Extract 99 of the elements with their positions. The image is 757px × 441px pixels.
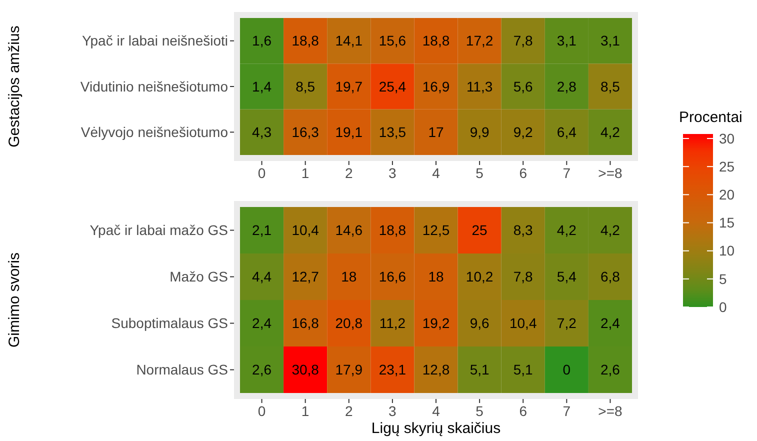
- x-tick-label: 2: [344, 403, 353, 419]
- data-label: 23,1: [378, 362, 406, 378]
- data-label: 4,2: [600, 222, 620, 238]
- data-label: 14,6: [335, 222, 363, 238]
- data-label: 7,8: [513, 32, 534, 49]
- data-label: 17: [428, 124, 444, 140]
- data-label: 4,2: [556, 222, 577, 238]
- data-label: 15,6: [378, 32, 406, 49]
- y-axis-title: Gestacijos amžius: [6, 26, 23, 148]
- x-tick-label: 1: [301, 403, 310, 419]
- x-tick-label: 0: [258, 403, 266, 419]
- x-tick-label: 4: [432, 165, 440, 181]
- x-tick-label: 5: [476, 403, 484, 419]
- data-label: 10,4: [509, 315, 537, 332]
- data-label: 19,2: [422, 315, 450, 332]
- x-tick-label: 2: [344, 165, 353, 181]
- data-label: 5,4: [556, 268, 577, 285]
- data-label: 0: [562, 362, 571, 378]
- data-label: 6,4: [556, 124, 577, 140]
- data-label: 25: [472, 222, 488, 238]
- data-label: 17,9: [335, 362, 363, 378]
- data-label: 16,6: [378, 268, 406, 285]
- x-tick-label: 5: [476, 165, 484, 181]
- data-label: 11,2: [379, 315, 406, 332]
- color-bar-label: 30: [719, 130, 735, 146]
- data-label: 18,8: [422, 32, 450, 49]
- data-label: 18,8: [292, 32, 320, 49]
- color-bar-title: Procentai: [679, 109, 742, 126]
- data-label: 2,6: [252, 362, 272, 378]
- x-tick-label: 0: [258, 165, 266, 181]
- data-label: 30,8: [292, 362, 320, 378]
- data-label: 11,3: [466, 78, 493, 94]
- data-label: 7,8: [513, 268, 534, 285]
- x-tick-label: 4: [432, 403, 440, 419]
- data-label: 1,6: [252, 32, 272, 49]
- data-label: 14,1: [335, 32, 363, 49]
- data-label: 9,6: [470, 315, 490, 332]
- data-label: 8,5: [296, 78, 316, 94]
- data-label: 4,3: [252, 124, 272, 140]
- color-bar-label: 5: [719, 270, 727, 287]
- data-label: 25,4: [378, 78, 406, 94]
- y-tick-label: Mažo GS: [170, 268, 228, 285]
- data-label: 7,2: [556, 315, 577, 332]
- y-axis-title: Gimimo svoris: [6, 252, 23, 348]
- data-label: 20,8: [335, 315, 363, 332]
- color-bar-label: 0: [719, 298, 727, 315]
- data-label: 17,2: [466, 32, 494, 49]
- data-label: 12,8: [422, 362, 450, 378]
- data-label: 5,6: [513, 78, 534, 94]
- x-tick-label: 3: [388, 403, 397, 419]
- color-bar-label: 25: [719, 158, 735, 174]
- x-tick-label: 6: [519, 165, 528, 181]
- y-tick-label: Vidutinio neišnešiotumo: [80, 78, 228, 94]
- data-label: 2,4: [600, 315, 620, 332]
- data-label: 16,8: [292, 315, 320, 332]
- data-label: 2,4: [252, 315, 272, 332]
- data-label: 19,7: [335, 78, 363, 94]
- data-label: 2,6: [600, 362, 620, 378]
- x-tick-label: >=8: [598, 165, 623, 181]
- x-tick-label: 3: [388, 165, 397, 181]
- data-label: 10,2: [466, 268, 494, 285]
- color-bar-label: 15: [719, 214, 735, 231]
- x-axis-title: Ligų skyrių skaičius: [371, 420, 501, 437]
- data-label: 12,5: [422, 222, 450, 238]
- y-tick-label: Ypač ir labai mažo GS: [90, 222, 228, 238]
- x-tick-label: 7: [562, 165, 571, 181]
- data-label: 10,4: [292, 222, 320, 238]
- data-label: 9,2: [513, 124, 534, 140]
- data-label: 2,1: [252, 222, 272, 238]
- x-tick-label: >=8: [598, 403, 623, 419]
- data-label: 1,4: [252, 78, 272, 94]
- data-label: 18: [428, 268, 444, 285]
- data-label: 8,5: [600, 78, 620, 94]
- data-label: 12,7: [292, 268, 320, 285]
- y-tick-label: Normalaus GS: [136, 362, 228, 378]
- x-tick-label: 6: [519, 403, 528, 419]
- data-label: 6,8: [600, 268, 620, 285]
- data-label: 5,1: [470, 362, 490, 378]
- color-bar-label: 20: [719, 186, 735, 203]
- data-label: 16,9: [422, 78, 450, 94]
- data-label: 3,1: [600, 32, 620, 49]
- x-tick-label: 7: [562, 403, 571, 419]
- data-label: 5,1: [513, 362, 534, 378]
- data-label: 16,3: [292, 124, 320, 140]
- color-bar-label: 10: [719, 242, 735, 259]
- y-tick-label: Vėlyvojo neišnešiotumo: [80, 124, 228, 140]
- x-tick-label: 1: [301, 165, 310, 181]
- data-label: 3,1: [556, 32, 577, 49]
- y-tick-label: Suboptimalaus GS: [111, 315, 228, 332]
- data-label: 9,9: [470, 124, 490, 140]
- data-label: 13,5: [378, 124, 406, 140]
- data-label: 18,8: [378, 222, 406, 238]
- data-label: 4,2: [600, 124, 620, 140]
- data-label: 8,3: [513, 222, 534, 238]
- data-label: 19,1: [335, 124, 363, 140]
- data-label: 18: [341, 268, 357, 285]
- data-label: 4,4: [252, 268, 272, 285]
- y-tick-label: Ypač ir labai neišnešioti: [82, 32, 228, 49]
- data-label: 2,8: [556, 78, 577, 94]
